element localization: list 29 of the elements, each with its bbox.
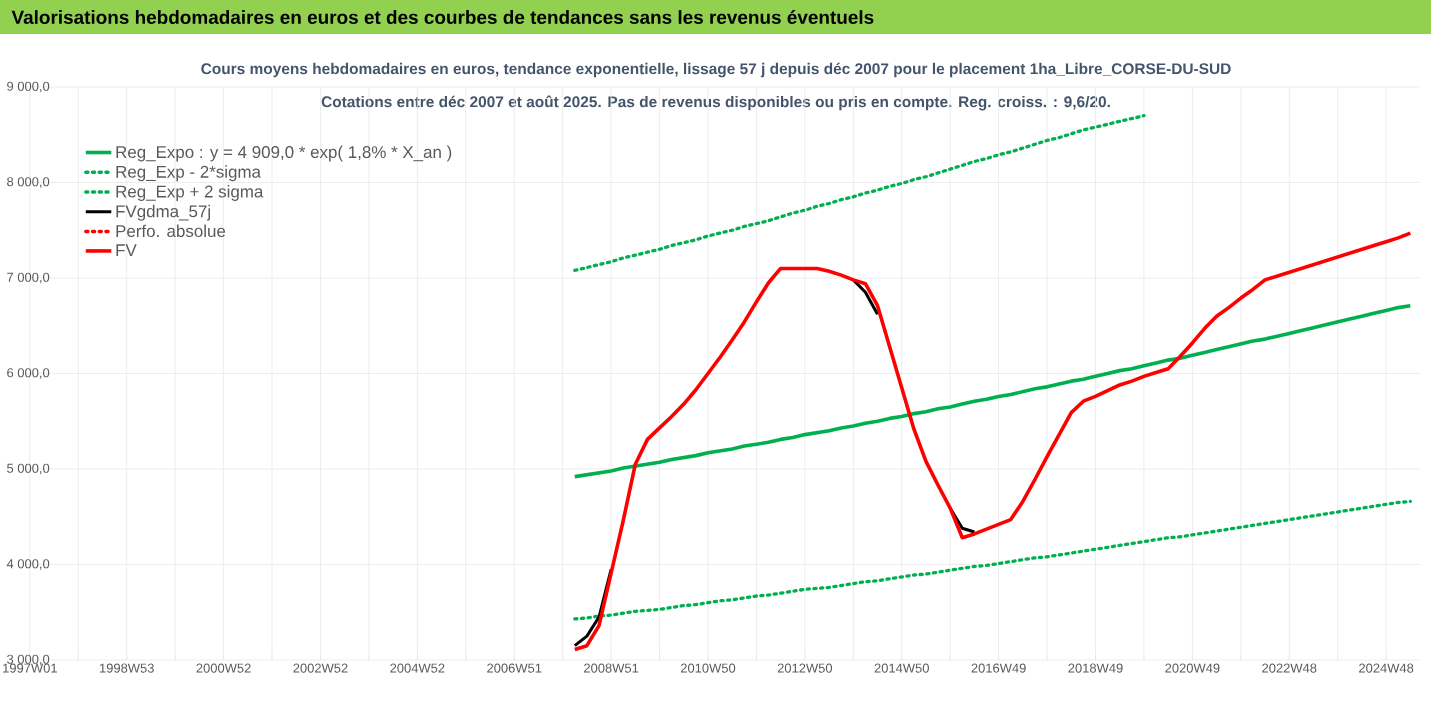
- y-tick-label: 4 000,0: [6, 559, 50, 570]
- y-tick-label: 8 000,0: [7, 177, 50, 188]
- x-tick-label: 2006W51: [487, 663, 542, 673]
- y-tick-label: 7 000,0: [7, 272, 50, 284]
- legend-label: Reg_Exp - 2*sigma: [116, 165, 261, 182]
- x-tick-label: 2008W51: [584, 663, 639, 673]
- x-tick-label: 2002W52: [293, 663, 348, 673]
- y-tick-label: 5 000,0: [7, 463, 50, 475]
- x-tick-label: 2000W52: [196, 663, 251, 673]
- x-tick-label: 2018W49: [1068, 663, 1123, 673]
- x-tick-label: 2020W49: [1165, 663, 1220, 673]
- x-tick-label: 2014W50: [874, 663, 929, 673]
- x-tick-label: 2016W49: [971, 663, 1026, 673]
- legend-label: Perfo. absolue: [116, 224, 226, 238]
- x-tick-label: 1998W53: [99, 663, 154, 673]
- chart-subtitle: Cours moyens hebdomadaires en euros, tendance exponentielle, lissage 57 j depuis déc 2007 pour le placement 1ha_Libre_CORSE-DU-SUD: [201, 62, 1231, 78]
- x-tick-label: 2010W50: [680, 663, 736, 673]
- legend-label: FVgdma_57j: [116, 204, 210, 221]
- legend-label: Reg_Expo : y = 4 909,0 * exp( 1,8% * X_an ): [116, 145, 452, 162]
- annotation: Cotations entre déc 2007 et août 2025. Pas de revenus disponibles ou pris en compte. Reg. croiss. : 9,6/20.: [321, 95, 1110, 111]
- x-tick-label: 2022W48: [1262, 663, 1317, 673]
- x-tick-label: 2012W50: [777, 663, 833, 673]
- x-tick-label: 2004W52: [390, 663, 445, 673]
- y-tick-label: 6 000,0: [7, 368, 50, 379]
- legend-label: Reg_Exp + 2 sigma: [116, 185, 264, 201]
- y-tick-label: 9 000,0: [7, 81, 50, 93]
- legend-label: FV: [116, 244, 137, 257]
- chart-title: Valorisations hebdomadaires en euros et des courbes de tendances sans les revenus éventuels: [11, 9, 874, 25]
- x-tick-label: 2024W48: [1359, 663, 1414, 673]
